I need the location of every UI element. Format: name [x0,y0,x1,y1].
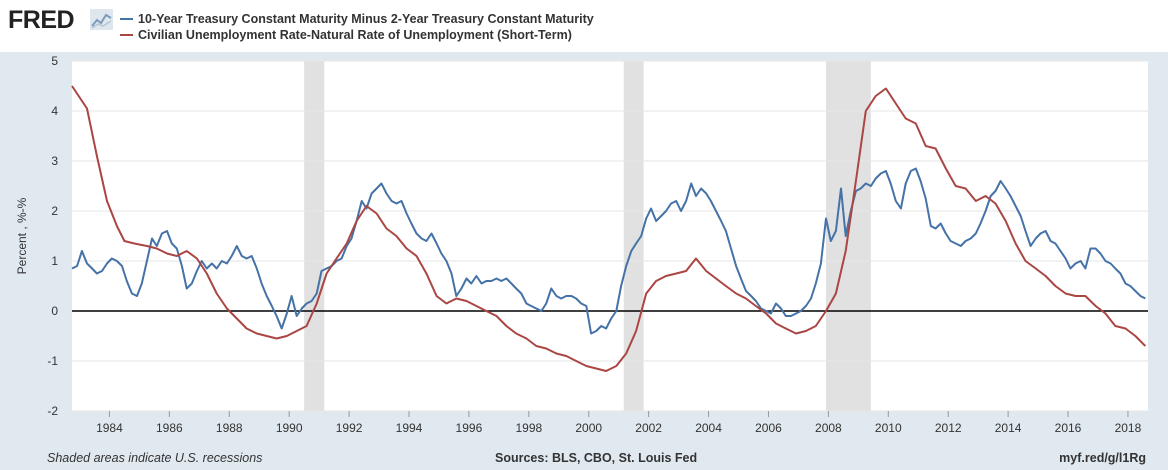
legend-label-unemployment: Civilian Unemployment Rate-Natural Rate … [138,28,572,42]
line-chart-icon [90,9,113,30]
x-tick-label: 1996 [456,421,483,435]
x-tick-label: 2010 [875,421,902,435]
series-lines [71,85,1147,372]
legend-swatch-unemployment [120,34,133,36]
x-tick-label: 1998 [515,421,542,435]
spread-series-line [71,167,1146,335]
y-axis-title: Percent , %-% [15,197,29,274]
x-tick-label: 2016 [1055,421,1082,435]
x-tick-label: 2004 [695,421,722,435]
y-tick-label: 0 [51,304,58,318]
y-tick-label: 3 [51,154,58,168]
y-tick-label: 2 [51,204,58,218]
y-tick-label: 1 [51,254,58,268]
y-tick-label: -2 [47,404,58,418]
fred-logo[interactable]: FRED [8,6,75,34]
legend-label-spread: 10-Year Treasury Constant Maturity Minus… [138,12,594,26]
x-tick-label: 2006 [755,421,782,435]
y-tick-label: -1 [47,354,58,368]
y-tick-label: 4 [51,104,58,118]
chart-header: FRED 10-Year Treasury Constant Maturity … [0,0,1168,52]
x-tick-label: 2012 [935,421,962,435]
recession-note: Shaded areas indicate U.S. recessions [47,451,263,465]
plot-area [72,61,1148,411]
x-tick-label: 2000 [575,421,602,435]
x-tick-label: 1994 [396,421,423,435]
chart-footer: Shaded areas indicate U.S. recessions So… [0,446,1168,470]
legend-swatch-spread [120,18,133,20]
recession-band [304,61,325,411]
short-url-link[interactable]: myf.red/g/l1Rg [1059,451,1146,465]
legend-item-spread[interactable]: 10-Year Treasury Constant Maturity Minus… [120,11,594,27]
x-tick-label: 2002 [635,421,662,435]
sources-text: Sources: BLS, CBO, St. Louis Fed [495,451,698,465]
y-tick-label: 5 [51,54,58,68]
x-tick-label: 1988 [216,421,243,435]
x-tick-label: 1984 [96,421,123,435]
legend-item-unemployment[interactable]: Civilian Unemployment Rate-Natural Rate … [120,27,572,43]
x-tick-label: 1990 [276,421,303,435]
x-tick-label: 1992 [336,421,363,435]
x-axis-ticks: 1984 1986 1988 1990 1992 1994 1996 1998 2000 2002… [96,411,1142,435]
x-tick-label: 2008 [815,421,842,435]
x-tick-label: 1986 [156,421,183,435]
y-axis-ticks: 5 4 3 2 1 0 -1 -2 [47,54,58,418]
grid-lines [72,60,1148,412]
unemployment-gap-series-line [71,85,1147,372]
x-tick-label: 2014 [995,421,1022,435]
x-tick-label: 2018 [1115,421,1142,435]
